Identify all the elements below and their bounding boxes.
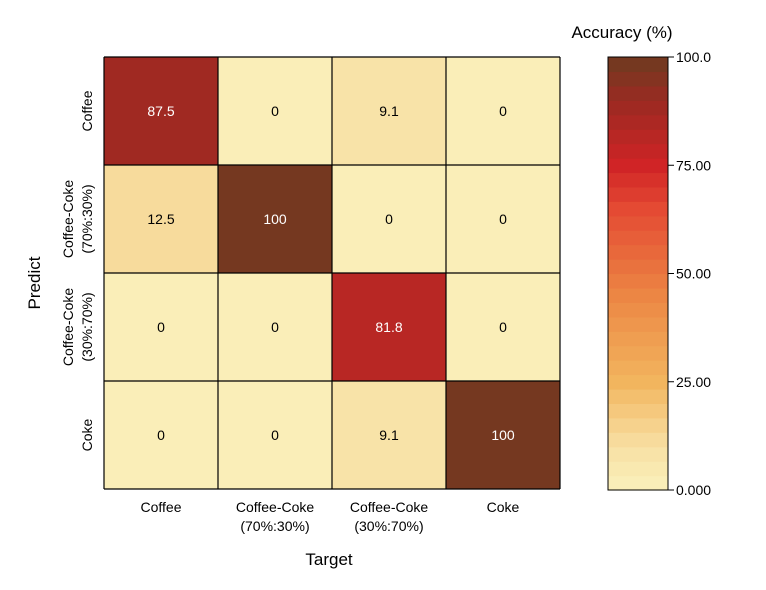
cell-value-label-r0-c2: 9.1 (379, 103, 399, 119)
colorbar-band (608, 114, 668, 130)
colorbar-band (608, 374, 668, 390)
colorbar-band (608, 244, 668, 260)
colorbar-band (608, 287, 668, 303)
heatmap-cell-r0-c3 (446, 57, 560, 165)
cell-value-label-r0-c0: 87.5 (147, 103, 174, 119)
cell-value-label-r2-c3: 0 (499, 319, 507, 335)
heatmap-cell-r2-c1 (218, 273, 332, 381)
x-tick-labels: Coffee Coffee-Coke (70%:30%) Coffee-Coke (30… (141, 499, 520, 534)
colorbar-band (608, 403, 668, 419)
heatmap-cell-r3-c3 (446, 381, 560, 489)
colorbar-band (608, 100, 668, 116)
cell-value-label-r2-c1: 0 (271, 319, 279, 335)
cell-value-label-r2-c0: 0 (157, 319, 165, 335)
cell-value-label-r0-c3: 0 (499, 103, 507, 119)
colorbar-band (608, 273, 668, 289)
colorbar-band (608, 143, 668, 159)
colorbar-band (608, 388, 668, 404)
colorbar-band (608, 259, 668, 275)
y-tick-label: (70%:30%) (79, 184, 95, 253)
x-tick-label: Coffee-Coke (350, 499, 429, 515)
colorbar-band (608, 446, 668, 462)
colorbar-band (608, 230, 668, 246)
colorbar-band (608, 158, 668, 174)
heatmap-cell-r1-c0 (104, 165, 218, 273)
x-tick-label: Coffee (141, 499, 182, 515)
heatmap-cell-r2-c3 (446, 273, 560, 381)
colorbar-tick-label: 25.00 (676, 374, 711, 390)
colorbar-band (608, 129, 668, 145)
y-axis-title: Predict (25, 256, 44, 309)
heatmap-cell-r3-c2 (332, 381, 446, 489)
colorbar-band (608, 417, 668, 433)
heatmap-cell-labels: 87.5 0 9.1 0 12.5 100 0 0 0 0 81.8 0 0 0 9.1 100 (147, 103, 515, 443)
heatmap-cell-r1-c1 (218, 165, 332, 273)
colorbar-band (608, 85, 668, 101)
cell-value-label-r0-c1: 0 (271, 103, 279, 119)
cell-value-label-r2-c2: 81.8 (375, 319, 402, 335)
colorbar-tick-label: 50.00 (676, 266, 711, 282)
colorbar-band (608, 302, 668, 318)
heatmap-cell-r1-c2 (332, 165, 446, 273)
y-tick-label: (30%:70%) (79, 292, 95, 361)
colorbar-band (608, 461, 668, 477)
colorbar-band (608, 201, 668, 217)
x-tick-label: Coke (487, 499, 520, 515)
colorbar-band (608, 316, 668, 332)
colorbar-band (608, 71, 668, 87)
y-tick-label: Coffee-Coke (60, 180, 76, 259)
colorbar-tick-label: 100.0 (676, 49, 711, 65)
heatmap-cell-r0-c0 (104, 57, 218, 165)
cell-value-label-r3-c3: 100 (491, 427, 515, 443)
cell-value-label-r1-c1: 100 (263, 211, 287, 227)
colorbar-band (608, 186, 668, 202)
y-tick-label: Coffee-Coke (60, 288, 76, 367)
x-axis-title: Target (305, 550, 353, 569)
colorbar-band (608, 475, 668, 491)
heatmap-cell-r0-c2 (332, 57, 446, 165)
heatmap-cell-r2-c2 (332, 273, 446, 381)
cell-value-label-r1-c3: 0 (499, 211, 507, 227)
heatmap-grid (103, 56, 561, 490)
x-tick-label: (30%:70%) (354, 518, 423, 534)
colorbar-band (608, 345, 668, 361)
colorbar-tick-label: 75.00 (676, 157, 711, 173)
cell-value-label-r3-c0: 0 (157, 427, 165, 443)
heatmap-cell-r1-c3 (446, 165, 560, 273)
colorbar-band (608, 331, 668, 347)
colorbar-band (608, 360, 668, 376)
colorbar-band (608, 57, 668, 73)
heatmap-cell-r2-c0 (104, 273, 218, 381)
y-tick-label: Coffee (79, 90, 95, 131)
cell-value-label-r1-c0: 12.5 (147, 211, 174, 227)
cell-value-label-r1-c2: 0 (385, 211, 393, 227)
colorbar-title: Accuracy (%) (571, 23, 672, 42)
colorbar: 100.0 75.00 50.00 25.00 0.000 (607, 49, 711, 498)
colorbar-tick-label: 0.000 (676, 482, 711, 498)
colorbar-band (608, 215, 668, 231)
x-tick-label: Coffee-Coke (236, 499, 315, 515)
heatmap-cell-r3-c0 (104, 381, 218, 489)
cell-value-label-r3-c2: 9.1 (379, 427, 399, 443)
heatmap-cell-r3-c1 (218, 381, 332, 489)
heatmap-cell-r0-c1 (218, 57, 332, 165)
heatmap-cells (104, 57, 560, 489)
y-tick-label: Coke (79, 418, 95, 451)
cell-value-label-r3-c1: 0 (271, 427, 279, 443)
x-tick-label: (70%:30%) (240, 518, 309, 534)
colorbar-band (608, 432, 668, 448)
colorbar-band (608, 172, 668, 188)
